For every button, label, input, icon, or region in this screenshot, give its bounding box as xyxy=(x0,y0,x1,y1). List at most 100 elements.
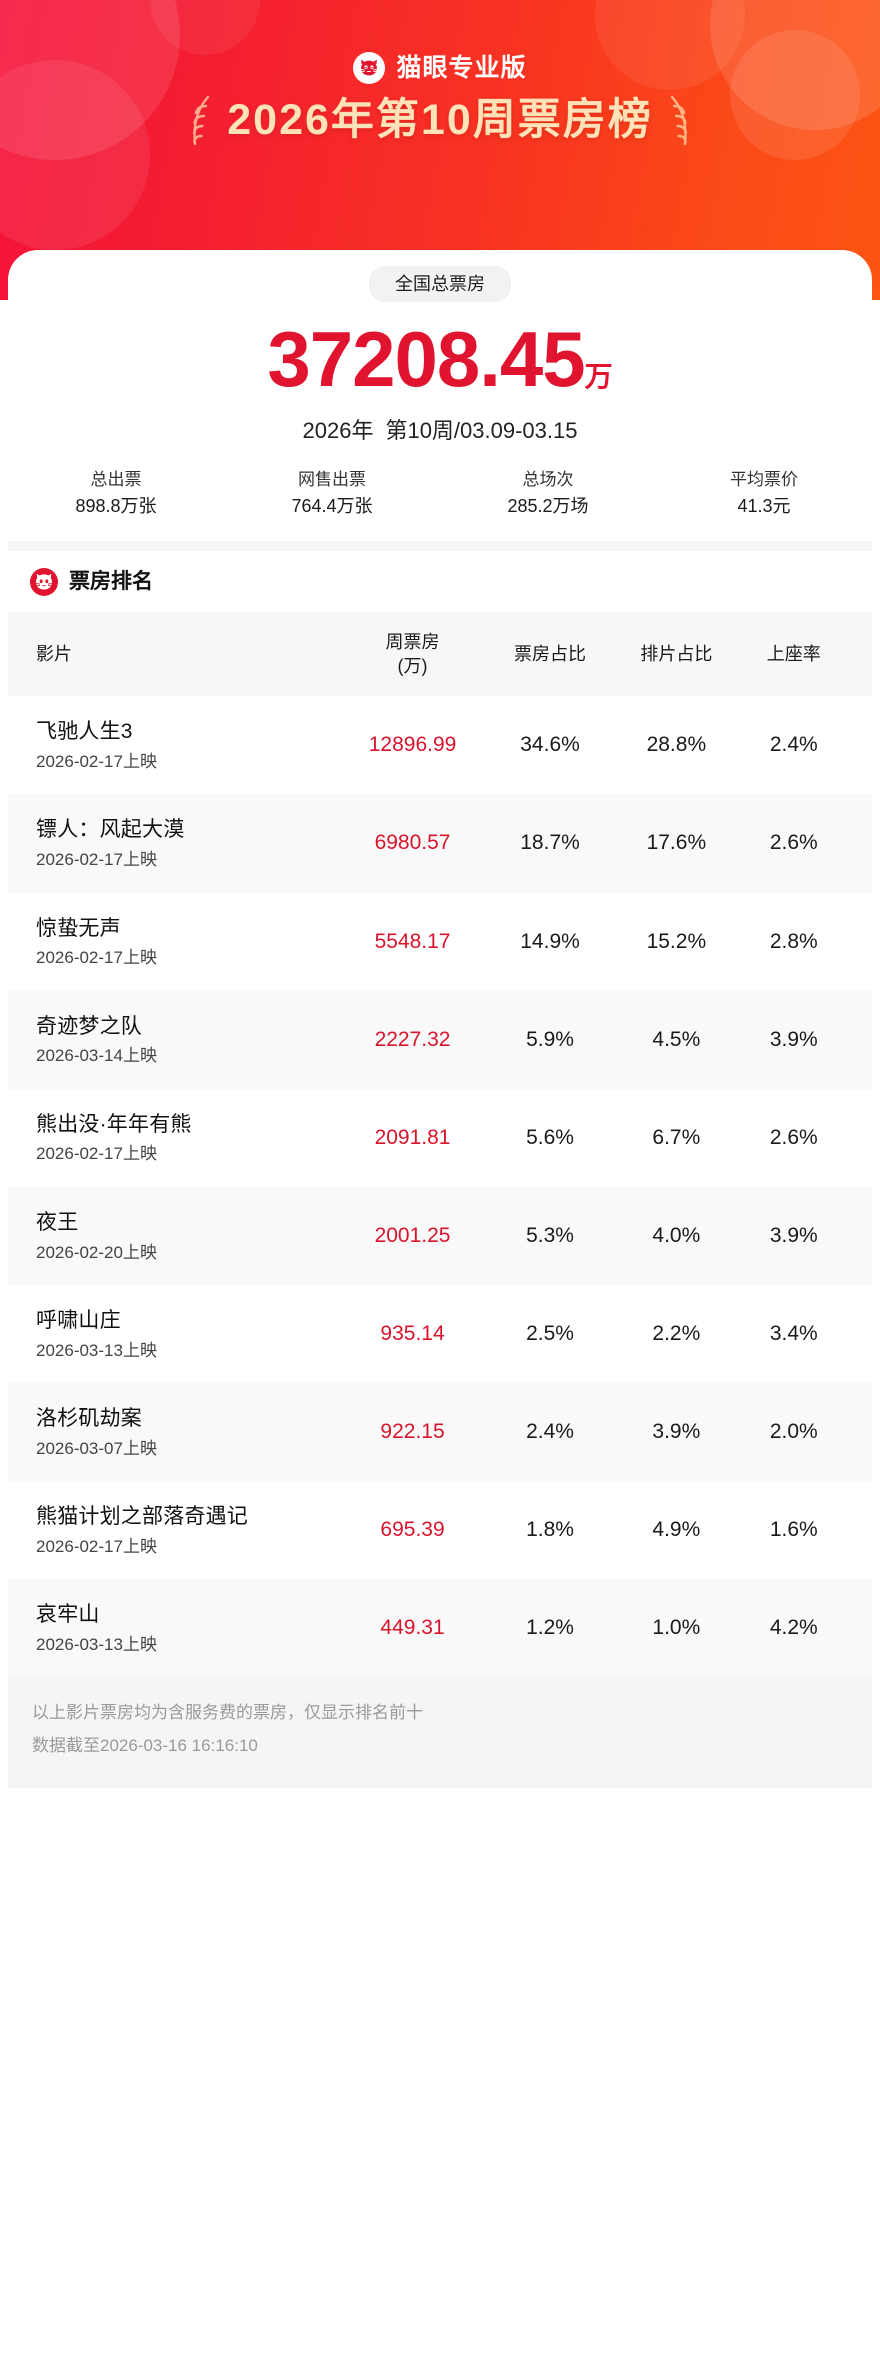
stat-label: 平均票价 xyxy=(730,470,798,489)
date-range-line: 2026年 第10周/03.09-03.15 xyxy=(8,420,872,442)
film-release-date: 2026-02-17上映 xyxy=(36,948,157,968)
film-name: 呼啸山庄 xyxy=(36,1308,121,1332)
table-row[interactable]: 哀牢山 2026-03-13上映 449.31 1.2% 1.0% 4.2% xyxy=(8,1579,872,1678)
section-divider xyxy=(8,540,872,551)
box-share-value: 34.6% xyxy=(520,733,580,757)
total-boxoffice-value: 37208.45 xyxy=(267,315,585,403)
film-name: 哀牢山 xyxy=(36,1603,100,1627)
stat-label: 网售出票 xyxy=(298,470,366,489)
stat-value: 285.2万场 xyxy=(507,495,589,516)
table-header: 影片 周票房 (万) 票房占比 排片占比 上座率 xyxy=(8,611,872,697)
summary-card: 全国总票房 37208.45万 2026年 第10周/03.09-03.15 总出… xyxy=(8,250,872,1789)
film-release-date: 2026-02-17上映 xyxy=(36,850,157,870)
schedule-share-value: 1.0% xyxy=(652,1616,701,1640)
box-share-value: 1.8% xyxy=(526,1518,574,1542)
film-name: 奇迹梦之队 xyxy=(36,1014,142,1038)
stat-value: 898.8万张 xyxy=(75,495,157,516)
table-row[interactable]: 熊出没·年年有熊 2026-02-17上映 2091.81 5.6% 6.7% … xyxy=(8,1088,872,1187)
film-cell: 熊出没·年年有熊 2026-02-17上映 xyxy=(8,1089,344,1187)
seat-rate-value: 1.6% xyxy=(769,1518,818,1542)
weekly-gross-value: 6980.57 xyxy=(374,831,451,855)
schedule-share-value: 17.6% xyxy=(646,831,707,855)
stat-value: 764.4万张 xyxy=(291,495,373,516)
weekly-gross-value: 5548.17 xyxy=(374,929,451,953)
film-cell: 哀牢山 2026-03-13上映 xyxy=(8,1579,344,1677)
brand-name: 猫眼专业版 xyxy=(396,53,527,82)
column-header-seat-rate: 上座率 xyxy=(739,611,872,697)
stat-label: 总出票 xyxy=(90,470,142,489)
decorative-circle xyxy=(0,60,150,250)
box-share-value: 14.9% xyxy=(520,929,580,953)
film-name: 镖人：风起大漠 xyxy=(36,818,185,842)
seat-rate-value: 2.0% xyxy=(769,1420,818,1444)
schedule-share-value: 2.2% xyxy=(652,1322,701,1346)
maoyan-cat-icon xyxy=(30,567,58,596)
table-row[interactable]: 飞驰人生3 2026-02-17上映 12896.99 34.6% 28.8% … xyxy=(8,696,872,795)
seat-rate-value: 2.6% xyxy=(769,831,818,855)
weekly-gross-value: 922.15 xyxy=(380,1420,445,1444)
box-share-value: 2.4% xyxy=(526,1420,574,1444)
film-release-date: 2026-03-13上映 xyxy=(36,1340,157,1360)
box-share-value: 5.6% xyxy=(526,1125,574,1149)
film-name: 熊出没·年年有熊 xyxy=(36,1112,192,1136)
film-release-date: 2026-03-14上映 xyxy=(36,1046,157,1066)
table-row[interactable]: 夜王 2026-02-20上映 2001.25 5.3% 4.0% 3.9% xyxy=(8,1186,872,1285)
table-row[interactable]: 洛杉矶劫案 2026-03-07上映 922.15 2.4% 3.9% 2.0% xyxy=(8,1383,872,1482)
weekly-gross-value: 2227.32 xyxy=(374,1027,451,1051)
box-share-value: 5.9% xyxy=(526,1027,574,1051)
film-name: 飞驰人生3 xyxy=(36,720,133,744)
film-name: 夜王 xyxy=(36,1210,79,1234)
brand-lockup: 猫眼专业版 xyxy=(0,52,880,84)
film-cell: 夜王 2026-02-20上映 xyxy=(8,1187,344,1285)
schedule-share-value: 3.9% xyxy=(652,1420,701,1444)
weekly-gross-value: 12896.99 xyxy=(368,733,457,757)
box-share-value: 1.2% xyxy=(526,1616,574,1640)
stat-average-price: 平均票价 41.3元 xyxy=(656,468,872,519)
ranking-section-title: 票房排名 xyxy=(69,570,153,594)
page-title: 2026年第10周票房榜 xyxy=(227,96,653,145)
schedule-share-value: 4.5% xyxy=(652,1027,701,1051)
seat-rate-value: 2.8% xyxy=(769,929,818,953)
decorative-circle xyxy=(150,0,260,55)
stat-total-shows: 总场次 285.2万场 xyxy=(440,468,656,519)
weekly-gross-value: 449.31 xyxy=(380,1616,445,1640)
film-cell: 呼啸山庄 2026-03-13上映 xyxy=(8,1285,344,1383)
table-header-row: 影片 周票房 (万) 票房占比 排片占比 上座率 xyxy=(8,611,872,697)
date-week-range: 第10周/03.09-03.15 xyxy=(385,418,578,443)
footer-disclaimer: 以上影片票房均为含服务费的票房，仅显示排名前十 xyxy=(32,1703,423,1723)
stat-value: 41.3元 xyxy=(737,495,791,516)
seat-rate-value: 3.9% xyxy=(769,1223,818,1247)
weekly-gross-value: 2091.81 xyxy=(374,1125,451,1149)
film-cell: 奇迹梦之队 2026-03-14上映 xyxy=(8,991,344,1089)
box-share-value: 2.5% xyxy=(526,1322,574,1346)
footer-timestamp: 数据截至2026-03-16 16:16:10 xyxy=(32,1735,258,1755)
total-boxoffice-value-row: 37208.45万 xyxy=(8,320,872,398)
stat-label: 总场次 xyxy=(522,470,574,489)
table-row[interactable]: 熊猫计划之部落奇遇记 2026-02-17上映 695.39 1.8% 4.9%… xyxy=(8,1481,872,1580)
schedule-share-value: 4.0% xyxy=(652,1223,701,1247)
column-header-weekly-gross-unit: (万) xyxy=(397,656,428,677)
film-name: 惊蛰无声 xyxy=(36,916,121,940)
maoyan-cat-icon xyxy=(353,52,386,84)
schedule-share-value: 4.9% xyxy=(652,1518,701,1542)
film-release-date: 2026-02-20上映 xyxy=(36,1242,157,1262)
seat-rate-value: 3.4% xyxy=(769,1322,818,1346)
table-body: 飞驰人生3 2026-02-17上映 12896.99 34.6% 28.8% … xyxy=(8,696,872,1678)
schedule-share-value: 6.7% xyxy=(652,1125,701,1149)
table-row[interactable]: 镖人：风起大漠 2026-02-17上映 6980.57 18.7% 17.6%… xyxy=(8,794,872,893)
seat-rate-value: 3.9% xyxy=(769,1027,818,1051)
ranking-section-header: 票房排名 xyxy=(8,550,872,612)
film-release-date: 2026-03-13上映 xyxy=(36,1635,157,1655)
table-row[interactable]: 奇迹梦之队 2026-03-14上映 2227.32 5.9% 4.5% 3.9… xyxy=(8,990,872,1089)
weekly-gross-value: 695.39 xyxy=(380,1518,445,1542)
stat-online-tickets: 网售出票 764.4万张 xyxy=(224,468,440,519)
table-row[interactable]: 呼啸山庄 2026-03-13上映 935.14 2.5% 2.2% 3.4% xyxy=(8,1284,872,1384)
film-cell: 镖人：风起大漠 2026-02-17上映 xyxy=(8,794,344,892)
table-row[interactable]: 惊蛰无声 2026-02-17上映 5548.17 14.9% 15.2% 2.… xyxy=(8,892,872,991)
box-share-value: 18.7% xyxy=(520,831,580,855)
laurel-left-icon xyxy=(193,95,210,146)
box-share-value: 5.3% xyxy=(526,1223,574,1247)
schedule-share-value: 15.2% xyxy=(646,929,707,953)
seat-rate-value: 2.4% xyxy=(769,733,818,757)
